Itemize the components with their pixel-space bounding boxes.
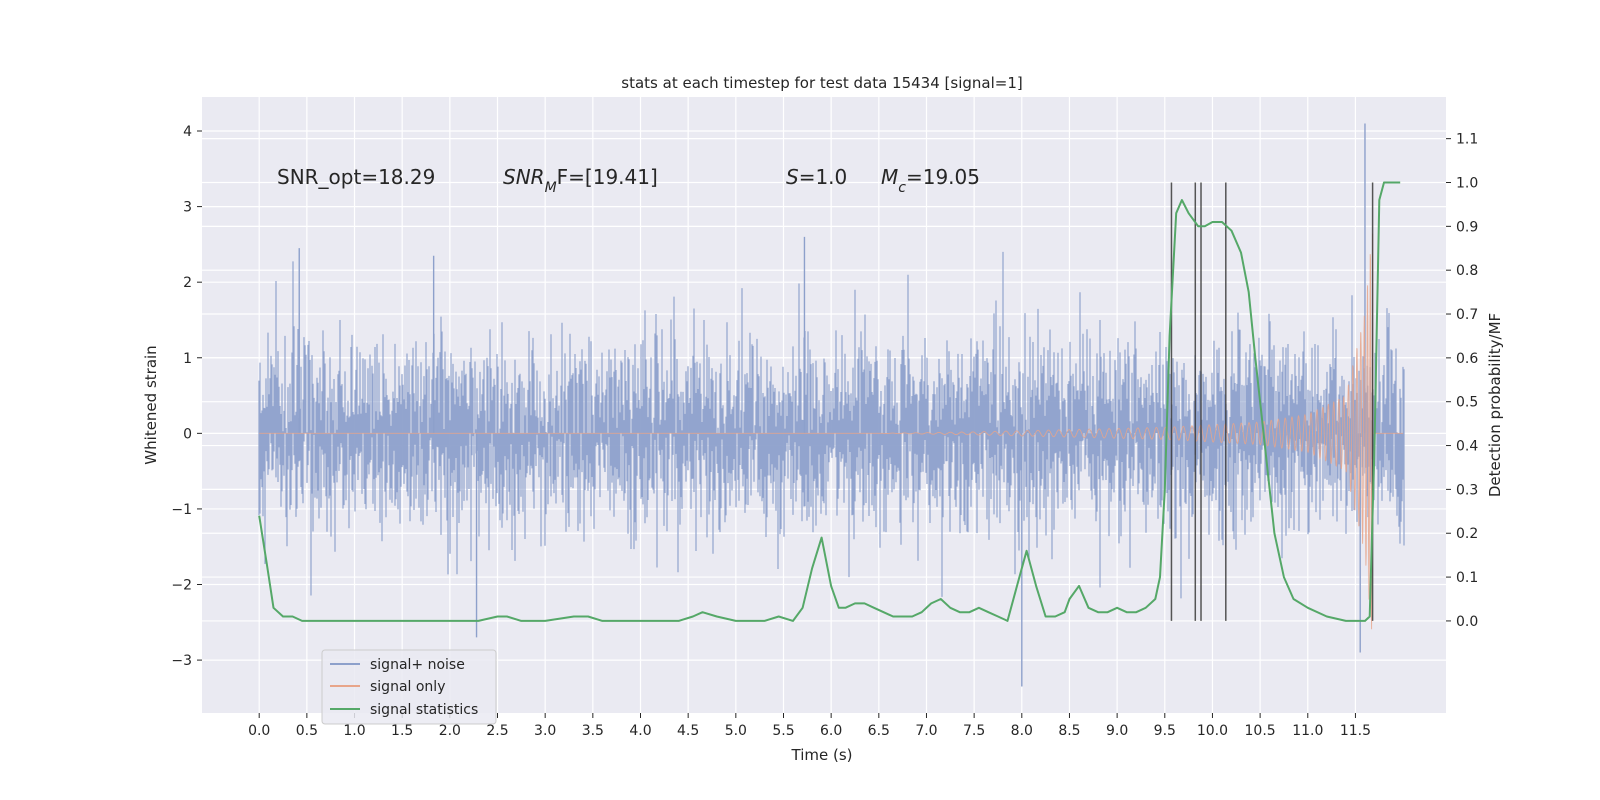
chart-title: stats at each timestep for test data 154… <box>621 74 1022 92</box>
signal-trace <box>259 233 1404 630</box>
yr-tick-label-10: 0.1 <box>1456 570 1478 586</box>
y-ticks-right: 1.1 1.0 0.9 0.8 0.7 0.6 0.5 0.4 0.3 0.2 0.1 0.0 <box>1446 132 1478 630</box>
x-ticks: 0.0 0.5 1.0 1.5 2.0 2.5 3.0 3.5 4.0 4.5 5.0 5.5 6.0 6… <box>248 713 1371 739</box>
x-tick-label-17: 8.5 <box>1058 723 1080 739</box>
x-tick-label-2: 1.0 <box>343 723 365 739</box>
x-tick-label-4: 2.0 <box>439 723 461 739</box>
x-tick-label-18: 9.0 <box>1106 723 1128 739</box>
x-axis-label: Time (s) <box>791 746 853 764</box>
statistics-trace <box>258 181 1401 622</box>
yr-tick-label-8: 0.3 <box>1456 482 1478 498</box>
detection-markers <box>1170 182 1374 621</box>
x-tick-label-19: 9.5 <box>1154 723 1176 739</box>
yr-tick-label-2: 0.9 <box>1456 219 1478 235</box>
mc-symbol: M <box>881 165 898 189</box>
x-tick-label-22: 11.0 <box>1292 723 1323 739</box>
x-tick-label-0: 0.0 <box>248 723 270 739</box>
legend: signal+ noise signal only signal statist… <box>321 649 497 725</box>
y-ticks-left: 4 3 2 1 0 −1 −2 −3 <box>171 124 202 669</box>
yr-tick-label-0: 1.1 <box>1456 132 1478 148</box>
s-value: =1.0 <box>799 165 848 189</box>
s-symbol: S <box>786 165 799 189</box>
y-axis-label-left: Whitened strain <box>142 345 160 464</box>
mc-value: =19.05 <box>906 165 980 189</box>
yr-tick-label-6: 0.5 <box>1456 395 1478 411</box>
x-tick-label-10: 5.0 <box>725 723 747 739</box>
legend-label-signal: signal only <box>370 679 445 695</box>
snr-mf-symbol: SNR <box>503 165 545 189</box>
annotation-s: S=1.0 <box>786 165 847 189</box>
yl-tick-label-7: −3 <box>171 653 192 669</box>
x-tick-label-5: 2.5 <box>486 723 508 739</box>
x-tick-label-11: 5.5 <box>772 723 794 739</box>
yl-tick-label-5: −1 <box>171 502 192 518</box>
x-tick-label-16: 8.0 <box>1011 723 1033 739</box>
yl-tick-label-4: 0 <box>183 426 192 442</box>
yl-tick-label-3: 1 <box>183 351 192 367</box>
annotation-snr-mf: SNRMF=[19.41] <box>503 165 658 196</box>
x-tick-label-7: 3.5 <box>582 723 604 739</box>
noise-trace <box>258 251 1405 599</box>
yl-tick-label-6: −2 <box>171 578 192 594</box>
yr-tick-label-9: 0.2 <box>1456 526 1478 542</box>
x-tick-label-8: 4.0 <box>629 723 651 739</box>
x-tick-label-14: 7.0 <box>915 723 937 739</box>
yr-tick-label-4: 0.7 <box>1456 307 1478 323</box>
x-tick-label-20: 10.0 <box>1197 723 1228 739</box>
signal-statistics-series <box>258 181 1401 622</box>
annotation-mc: Mc=19.05 <box>881 165 980 196</box>
x-tick-label-9: 4.5 <box>677 723 699 739</box>
y-axis-label-right: Detection probability/MF <box>1486 313 1504 497</box>
yr-tick-label-7: 0.4 <box>1456 439 1478 455</box>
signal-noise-series <box>258 123 1405 687</box>
yr-tick-label-1: 1.0 <box>1456 175 1478 191</box>
yr-tick-label-11: 0.0 <box>1456 614 1478 630</box>
signal-only-series <box>259 233 1404 630</box>
yl-tick-label-0: 4 <box>183 124 192 140</box>
x-tick-label-1: 0.5 <box>296 723 318 739</box>
annotation-snr-opt: SNR_opt=18.29 <box>277 165 435 189</box>
x-tick-label-21: 10.5 <box>1245 723 1276 739</box>
snr-mf-subscript: M <box>545 180 557 196</box>
legend-label-stats: signal statistics <box>370 702 478 718</box>
x-tick-label-13: 6.5 <box>868 723 890 739</box>
x-tick-label-15: 7.5 <box>963 723 985 739</box>
snr-mf-value: F=[19.41] <box>557 165 658 189</box>
yl-tick-label-1: 3 <box>183 200 192 216</box>
legend-label-noise: signal+ noise <box>370 657 465 673</box>
x-tick-label-6: 3.0 <box>534 723 556 739</box>
yr-tick-label-3: 0.8 <box>1456 263 1478 279</box>
x-tick-label-3: 1.5 <box>391 723 413 739</box>
x-tick-label-12: 6.0 <box>820 723 842 739</box>
legend-box <box>321 649 497 725</box>
yr-tick-label-5: 0.6 <box>1456 351 1478 367</box>
yl-tick-label-2: 2 <box>183 275 192 291</box>
mc-subscript: c <box>898 180 906 196</box>
x-tick-label-23: 11.5 <box>1340 723 1371 739</box>
